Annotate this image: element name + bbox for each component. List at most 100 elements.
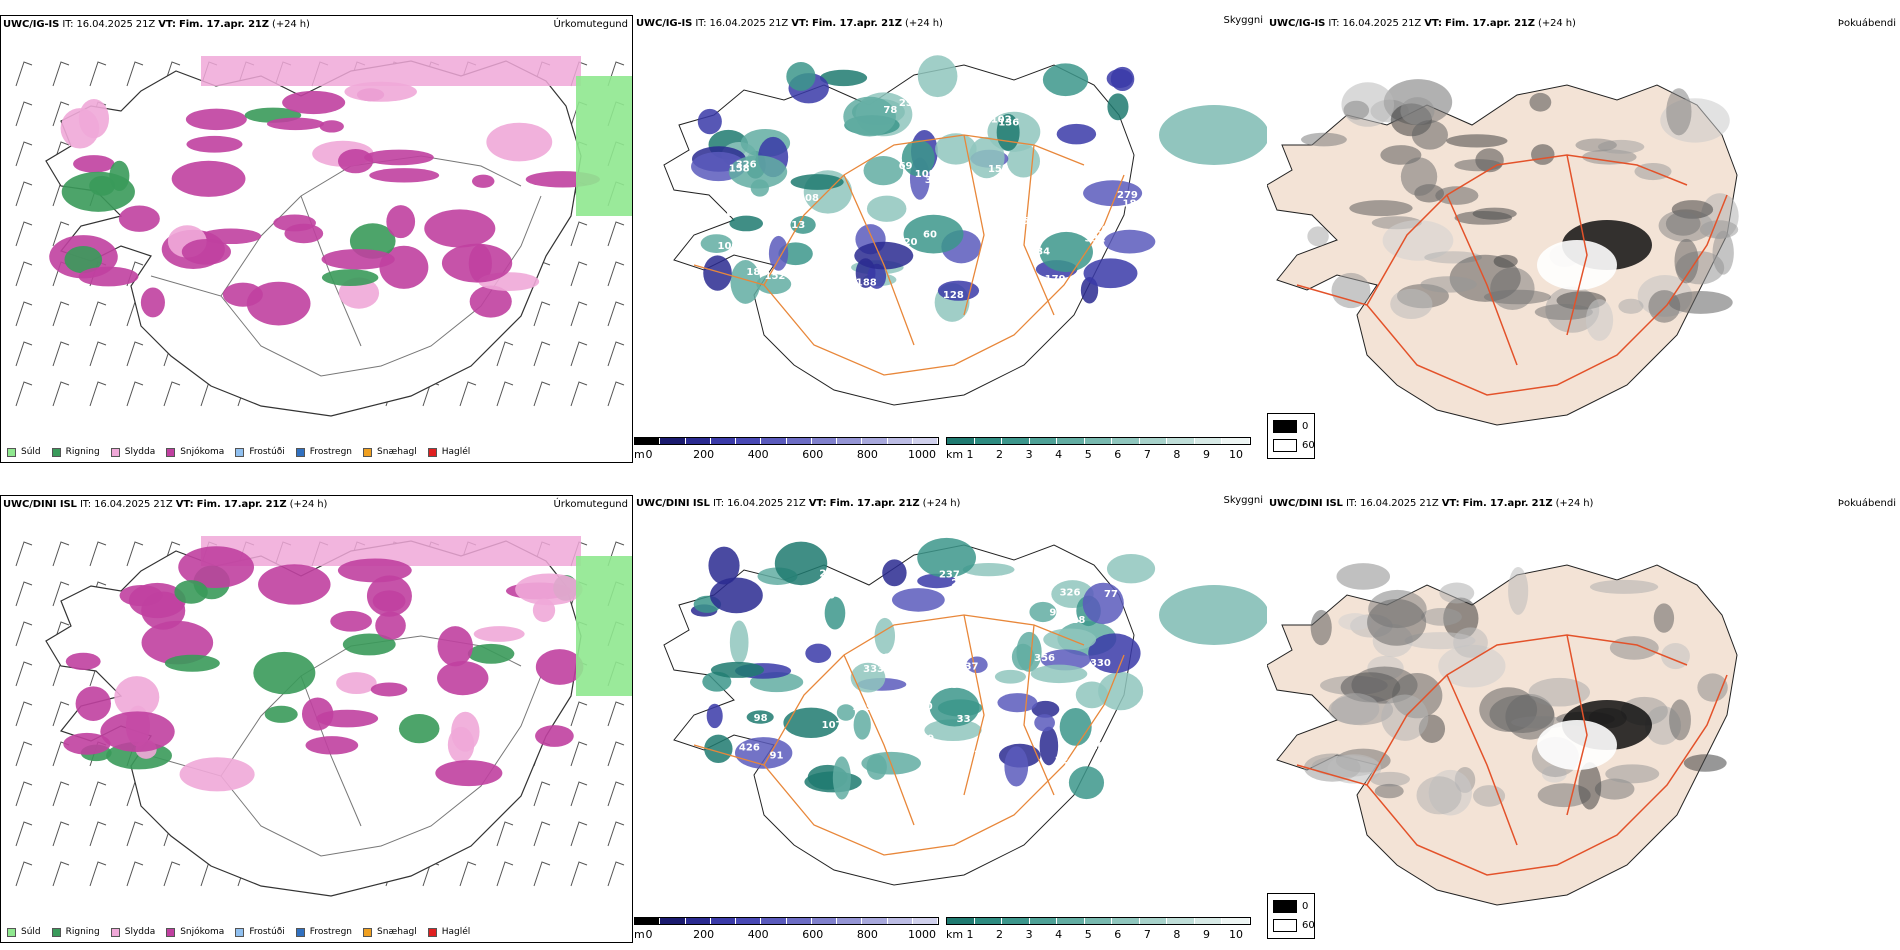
legend-swatch: [51, 447, 61, 457]
fog-area: [1416, 776, 1462, 815]
ceiling-value-label: 90: [1049, 607, 1063, 618]
wind-barb: [15, 101, 33, 127]
fog-area: [1537, 783, 1591, 808]
precip-area: [451, 711, 480, 752]
wind-barb: [570, 701, 588, 727]
precip-area: [78, 99, 110, 139]
legend-label: Slydda: [124, 927, 156, 937]
legend-swatch: [427, 927, 437, 937]
precip-area: [284, 223, 324, 244]
cloud-area: [891, 588, 945, 612]
wind-barb: [15, 301, 33, 327]
ceiling-value-label: 107: [846, 87, 867, 98]
ceiling-value-label: 333: [863, 664, 884, 675]
fog-swatch-0: [1273, 900, 1297, 913]
ceiling-value-label: 237: [939, 569, 960, 580]
fog-area: [1537, 240, 1617, 290]
wind-barb: [570, 301, 588, 327]
wind-barb: [15, 141, 33, 167]
cloud-area: [783, 707, 839, 739]
wind-barb: [126, 821, 144, 847]
fog-area: [1683, 754, 1727, 772]
precip-area: [171, 160, 246, 197]
precip-area: [89, 175, 115, 196]
wind-barb: [533, 341, 551, 367]
cloud-ceiling-map: 104 78 101 100 20 188 36 66 181 98 85 61 69 67 70 152 58…: [663, 55, 1267, 406]
colorbar-cell: [786, 438, 812, 444]
ceiling-value-label: 426: [739, 743, 760, 754]
precip-area: [441, 243, 513, 283]
precip-area: [535, 649, 584, 685]
colorbar-cell: [862, 918, 888, 924]
wind-barb: [15, 821, 33, 847]
wind-barb: [533, 781, 551, 807]
cloud-area: [1004, 746, 1029, 787]
ceiling-value-label: 67: [941, 272, 955, 283]
ceiling-value-label: 101: [915, 169, 936, 180]
colorbar-tick-label: 5: [1084, 448, 1092, 461]
cloud-area: [836, 704, 855, 721]
legend-item: Súld: [7, 927, 41, 937]
precip-area: [437, 661, 489, 696]
fog-area: [1331, 693, 1380, 725]
wind-barb: [570, 341, 588, 367]
colorbar-cell: [1029, 918, 1058, 924]
precip-area: [266, 117, 324, 131]
fog-area: [1421, 607, 1462, 626]
ceiling-value-label: 185: [878, 657, 899, 668]
colorbar-cell: [1057, 918, 1085, 924]
cloud-area: [1159, 105, 1267, 165]
cloud-area: [819, 69, 868, 87]
cloud-ceiling-panel-top: UWC/IG-IS IT: 16.04.2025 21Z VT: Fim. 17…: [634, 15, 1267, 463]
precip-area: [201, 56, 581, 86]
legend-item: Snjókoma: [166, 447, 224, 457]
colorbar-cell: [660, 438, 686, 444]
fog-legend: 0 60: [1267, 893, 1315, 939]
cloud-area: [1088, 633, 1141, 674]
cloud-area: [710, 661, 765, 678]
panel-title: Þokuábendi: [1837, 18, 1896, 29]
precip-area: [100, 711, 175, 753]
legend-swatch: [427, 447, 437, 457]
ceiling-value-label: 13: [791, 220, 805, 231]
fog-area: [1489, 695, 1555, 733]
cloud-area: [703, 255, 732, 291]
fog-index-map: [1267, 563, 1738, 906]
ceiling-value-label: 107: [822, 720, 843, 731]
colorbar-cell: [1167, 438, 1195, 444]
wind-barb: [533, 381, 551, 407]
ceiling-value-label: 154: [1086, 169, 1107, 180]
fog-area: [1537, 720, 1617, 770]
cloud-ceiling-panel-bottom: UWC/DINI ISL IT: 16.04.2025 21Z VT: Fim.…: [634, 495, 1267, 943]
legend-item: Frostúði: [235, 447, 285, 457]
precip-area: [372, 590, 406, 612]
cloud-area: [728, 155, 788, 189]
cloud-area: [824, 596, 846, 630]
colorbar-cell: [887, 918, 913, 924]
wind-barb: [496, 821, 514, 847]
cloud-area: [729, 215, 764, 232]
wind-barb: [496, 341, 514, 367]
fog-area: [1508, 566, 1529, 615]
cloud-area: [805, 643, 832, 663]
wind-barb: [15, 221, 33, 247]
ceiling-value-label: 104: [976, 100, 997, 111]
wind-barb: [533, 301, 551, 327]
precip-type-map: [15, 56, 632, 417]
ceiling-value-label: 153: [988, 164, 1009, 175]
legend-swatch: [166, 447, 176, 457]
ceiling-value-label: 128: [943, 290, 964, 301]
ceiling-value-label: 152: [765, 271, 786, 282]
ceiling-value-label: 20: [904, 237, 918, 248]
cloud-area: [968, 136, 1005, 179]
colorbar-cell: [1194, 918, 1223, 924]
colorbar-cell: [1029, 438, 1058, 444]
wind-barb: [15, 861, 33, 887]
ceiling-value-label: 89: [920, 734, 934, 745]
fog-index-panel-top: UWC/IG-IS IT: 16.04.2025 21Z VT: Fim. 17…: [1267, 15, 1900, 463]
cloud-area: [903, 214, 964, 254]
colorbar-tick-label: 3: [1025, 928, 1033, 941]
legend-swatch: [110, 447, 120, 457]
precip-area: [321, 269, 379, 286]
legend-swatch: [363, 927, 373, 937]
